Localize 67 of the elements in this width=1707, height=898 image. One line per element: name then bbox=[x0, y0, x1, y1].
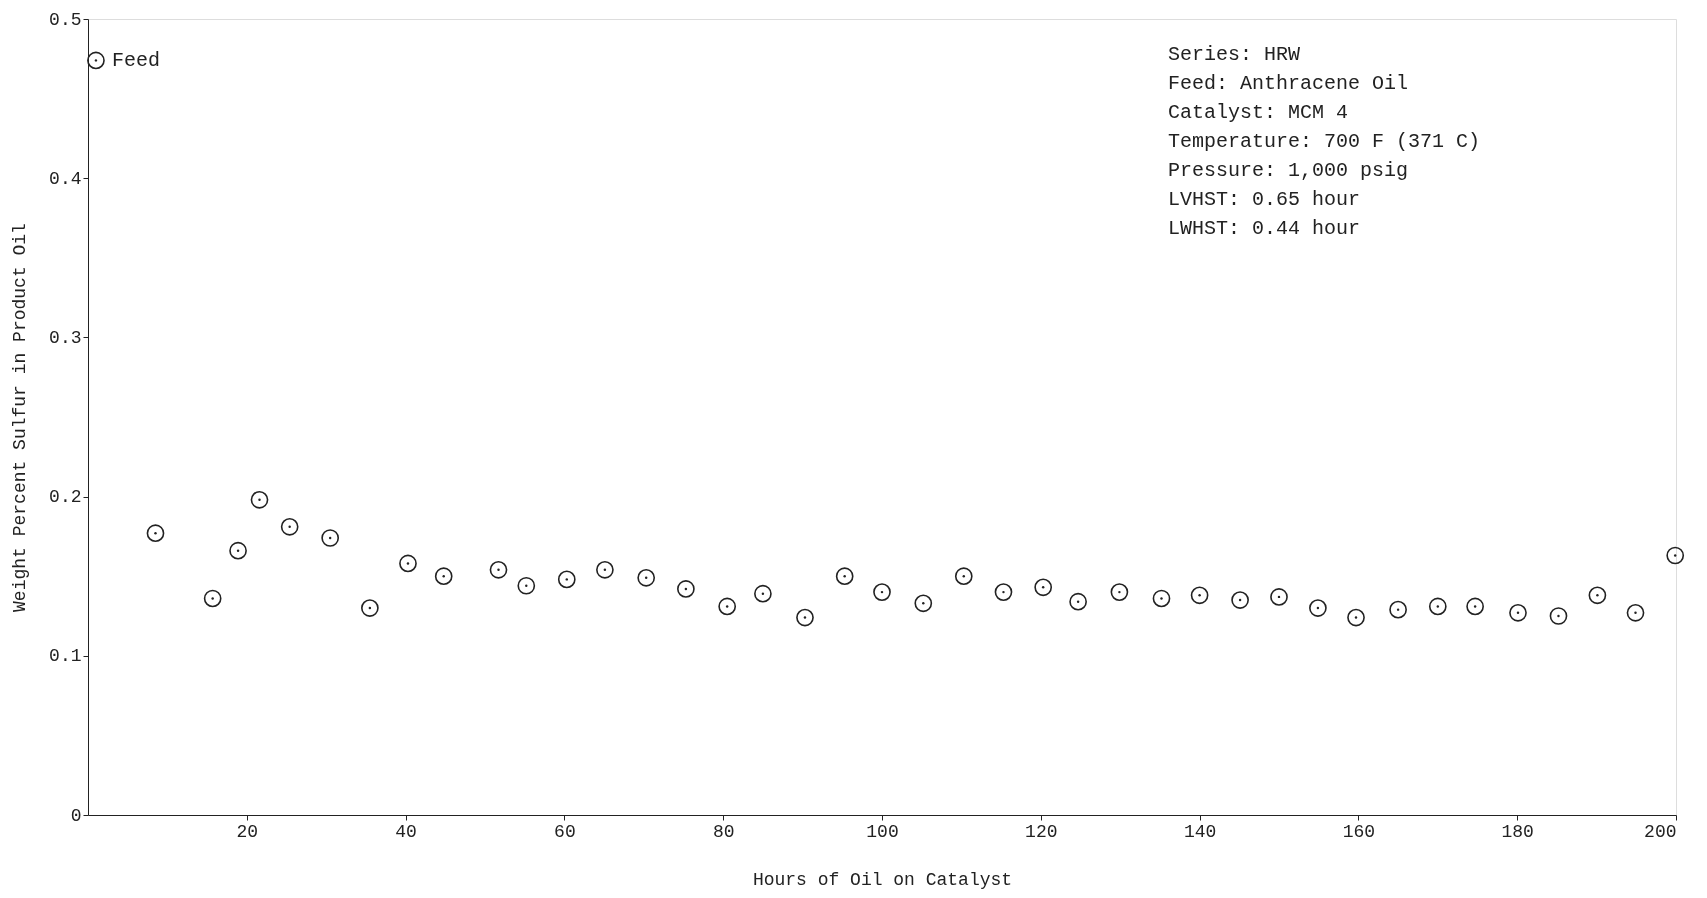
point bbox=[1034, 578, 1053, 597]
x-tick-label: 180 bbox=[1501, 821, 1534, 842]
point bbox=[1466, 597, 1484, 616]
point bbox=[1626, 603, 1645, 622]
point bbox=[873, 583, 891, 601]
y-tick-label: 0 bbox=[70, 805, 82, 826]
point bbox=[399, 554, 417, 573]
y-tick-label: 0.4 bbox=[49, 168, 82, 189]
x-tick-label: 160 bbox=[1342, 821, 1376, 842]
point bbox=[1270, 588, 1288, 606]
x-tick-label: 40 bbox=[395, 821, 417, 842]
point bbox=[517, 576, 536, 595]
point bbox=[146, 524, 165, 543]
point bbox=[361, 599, 379, 617]
x-tick-label: 100 bbox=[866, 821, 899, 842]
point bbox=[1309, 599, 1327, 617]
point bbox=[954, 567, 973, 586]
y-tick-label: 0.2 bbox=[49, 487, 82, 508]
point bbox=[1428, 597, 1447, 616]
point bbox=[1549, 607, 1568, 625]
y-axis-title: Weight Percent Sulfur in Product Oil bbox=[10, 223, 31, 612]
point bbox=[1588, 586, 1607, 605]
point bbox=[434, 567, 453, 586]
annotation: Feed bbox=[111, 49, 160, 73]
point bbox=[914, 594, 933, 613]
annotation: Catalyst: MCM 4 bbox=[1168, 101, 1349, 124]
point bbox=[1666, 546, 1685, 565]
x-axis-title: Hours of Oil on Catalyst bbox=[752, 869, 1013, 890]
point bbox=[87, 51, 105, 70]
point bbox=[1389, 600, 1407, 619]
point bbox=[229, 541, 247, 560]
x-tick-label: 80 bbox=[712, 821, 735, 842]
y-tick-label: 0.5 bbox=[49, 9, 82, 30]
point bbox=[835, 567, 854, 586]
point bbox=[203, 589, 222, 608]
point bbox=[1110, 583, 1129, 601]
point bbox=[489, 560, 508, 579]
point bbox=[557, 570, 576, 589]
point bbox=[677, 580, 695, 598]
point bbox=[1152, 589, 1171, 608]
point bbox=[796, 608, 814, 627]
point bbox=[596, 560, 614, 579]
point bbox=[637, 568, 656, 587]
annotation: LWHST: 0.44 hour bbox=[1168, 217, 1361, 240]
point bbox=[321, 529, 340, 547]
point bbox=[250, 490, 269, 509]
point bbox=[280, 518, 299, 536]
annotation: Feed: Anthracene Oil bbox=[1168, 72, 1409, 95]
y-tick-label: 0.1 bbox=[49, 646, 82, 667]
point bbox=[1231, 591, 1249, 609]
point bbox=[1347, 608, 1365, 627]
point bbox=[1190, 586, 1209, 605]
point bbox=[754, 584, 772, 603]
x-tick-label: 60 bbox=[554, 821, 576, 842]
y-tick-label: 0.3 bbox=[49, 327, 82, 348]
x-tick-label: 120 bbox=[1025, 821, 1058, 842]
annotation: LVHST: 0.65 hour bbox=[1168, 188, 1361, 211]
point bbox=[994, 583, 1013, 601]
point bbox=[1509, 603, 1527, 622]
annotation: Pressure: 1,000 psig bbox=[1168, 159, 1409, 182]
annotation: Temperature: 700 F (371 C) bbox=[1168, 130, 1481, 153]
x-tick-label: 20 bbox=[236, 821, 259, 842]
point bbox=[1069, 592, 1087, 611]
x-tick-label: 200 bbox=[1644, 821, 1677, 842]
annotation: Series: HRW bbox=[1168, 43, 1301, 66]
point bbox=[718, 597, 737, 616]
x-tick-label: 140 bbox=[1183, 821, 1217, 842]
